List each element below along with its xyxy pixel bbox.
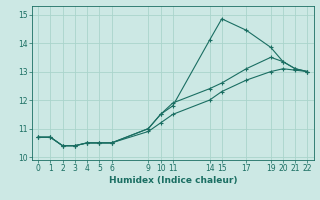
X-axis label: Humidex (Indice chaleur): Humidex (Indice chaleur) [108, 176, 237, 185]
